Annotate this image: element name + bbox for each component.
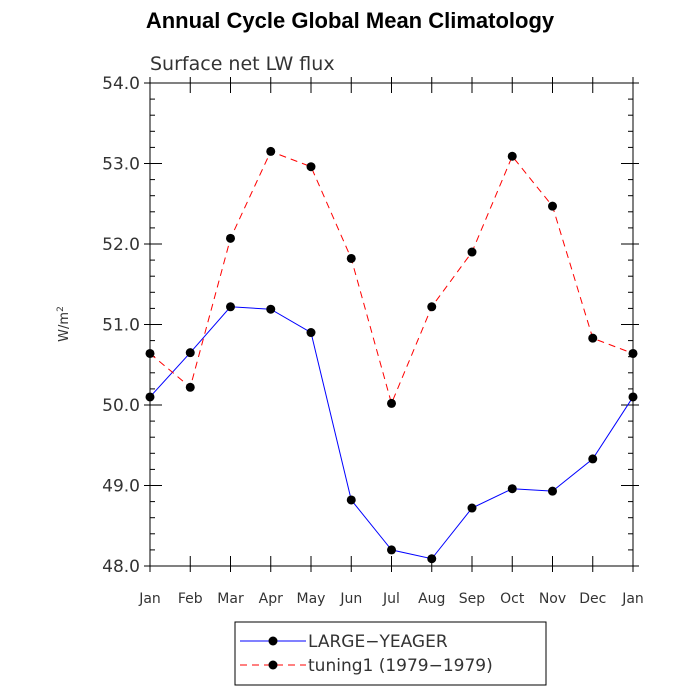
legend-marker-1	[268, 636, 278, 646]
series-points	[145, 146, 638, 564]
data-point	[507, 484, 517, 494]
data-point	[266, 146, 276, 156]
data-point	[507, 151, 517, 161]
x-tick-label: Mar	[217, 591, 244, 607]
legend-marker-2	[268, 660, 278, 670]
data-point	[185, 382, 195, 392]
data-point	[346, 253, 356, 263]
legend: LARGE−YEAGER tuning1 (1979−1979)	[234, 621, 547, 686]
x-tick-label: Jul	[382, 591, 400, 607]
y-tick-label: 51.0	[102, 316, 140, 336]
data-point	[588, 454, 598, 464]
series-line-1	[149, 306, 634, 560]
data-point	[467, 503, 477, 513]
legend-label-2: tuning1 (1979−1979)	[308, 656, 493, 676]
data-point	[387, 545, 396, 555]
legend-label-1: LARGE−YEAGER	[308, 632, 448, 652]
x-tick-label: Jan	[138, 591, 161, 607]
x-tick-label: Feb	[178, 591, 203, 607]
data-point	[588, 333, 598, 343]
x-tick-label: Jan	[621, 591, 644, 607]
major-ticks	[144, 77, 639, 572]
data-point	[467, 247, 477, 257]
x-tick-label: Sep	[459, 591, 486, 607]
data-point	[346, 495, 356, 505]
data-point	[387, 398, 396, 408]
x-tick-label: Apr	[259, 591, 283, 607]
data-point	[427, 302, 437, 312]
data-point	[306, 162, 316, 172]
chart-subtitle: Surface net LW flux	[150, 53, 335, 75]
data-point	[548, 201, 557, 211]
y-tick-label: 48.0	[102, 557, 140, 577]
y-axis-label: W/m2	[56, 306, 72, 342]
chart-title: Annual Cycle Global Mean Climatology	[145, 8, 555, 33]
x-tick-label: Oct	[500, 591, 525, 607]
data-point	[226, 233, 235, 243]
plot-frame	[149, 82, 634, 567]
x-tick-label: Jun	[339, 591, 362, 607]
y-tick-label: 49.0	[102, 477, 140, 497]
data-point	[548, 486, 557, 496]
legend-box	[234, 621, 547, 686]
y-tick-label: 50.0	[102, 396, 140, 416]
data-point	[306, 328, 316, 338]
y-tick-label: 54.0	[102, 74, 140, 94]
y-tick-labels: 48.0 49.0 50.0 51.0 52.0 53.0 54.0	[102, 74, 140, 577]
x-tick-labels: Jan Feb Mar Apr May Jun Jul Aug Sep Oct Nov Dec Jan	[138, 591, 644, 607]
series-line-2	[149, 150, 634, 405]
x-tick-label: Nov	[539, 591, 566, 607]
minor-ticks	[150, 82, 633, 567]
data-point	[266, 304, 276, 314]
x-tick-label: May	[297, 591, 326, 607]
data-point	[427, 554, 437, 564]
x-tick-label: Dec	[579, 591, 606, 607]
y-tick-label: 52.0	[102, 235, 140, 255]
series-lines	[149, 150, 634, 560]
data-point	[226, 302, 235, 312]
y-tick-label: 53.0	[102, 155, 140, 175]
data-point	[185, 348, 195, 358]
x-tick-label: Aug	[418, 591, 445, 607]
